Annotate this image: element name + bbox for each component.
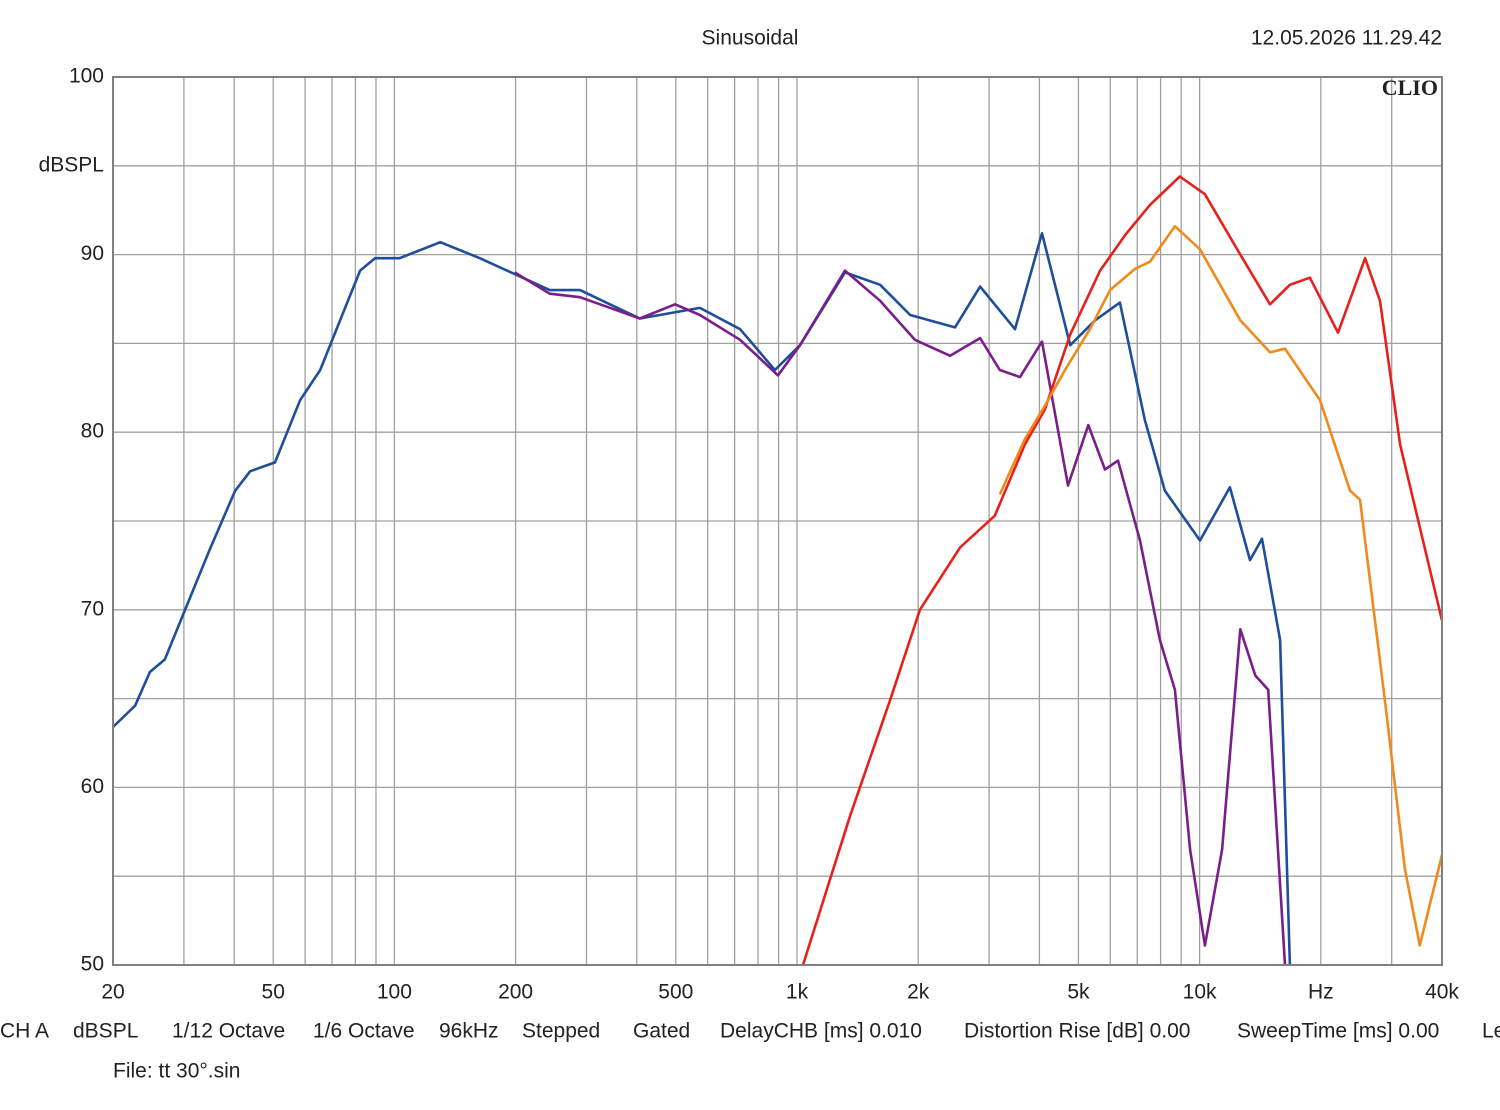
y-tick-label: 60 bbox=[81, 775, 104, 798]
plot-frame bbox=[112, 76, 1443, 966]
x-tick-label: 2k bbox=[907, 981, 930, 1004]
frequency-curve bbox=[113, 232, 1292, 965]
footer-setting: CH A bbox=[0, 1020, 49, 1043]
frequency-curve bbox=[801, 175, 1442, 965]
footer-setting: Le bbox=[1482, 1020, 1500, 1043]
brand: CLIO bbox=[1382, 75, 1438, 100]
x-tick-label: 40k bbox=[1425, 981, 1459, 1004]
y-axis-label: dBSPL bbox=[39, 154, 104, 177]
frequency-curve bbox=[998, 224, 1442, 947]
x-tick-label: 5k bbox=[1067, 981, 1090, 1004]
x-tick-label: 1k bbox=[786, 981, 809, 1004]
footer-setting: SweepTime [ms] 0.00 bbox=[1237, 1020, 1439, 1043]
footer-setting: 1/6 Octave bbox=[313, 1020, 415, 1043]
x-tick-label: 200 bbox=[498, 981, 533, 1004]
footer-setting: dBSPL bbox=[73, 1020, 138, 1043]
grid bbox=[112, 76, 1443, 966]
frequency-curve bbox=[514, 269, 1287, 965]
footer-setting: Distortion Rise [dB] 0.00 bbox=[964, 1020, 1190, 1043]
timestamp: 12.05.2026 11.29.42 bbox=[1251, 27, 1442, 50]
x-tick-label: 100 bbox=[377, 981, 412, 1004]
curves bbox=[113, 175, 1442, 965]
x-tick-label: Hz bbox=[1308, 981, 1334, 1004]
footer-setting: DelayCHB [ms] 0.010 bbox=[720, 1020, 922, 1043]
y-tick-label: 70 bbox=[81, 597, 104, 620]
file-name: File: tt 30°.sin bbox=[113, 1060, 240, 1083]
x-tick-label: 50 bbox=[262, 981, 285, 1004]
y-tick-label: 80 bbox=[81, 420, 104, 443]
y-tick-label: 90 bbox=[81, 242, 104, 265]
footer-setting: 1/12 Octave bbox=[172, 1020, 285, 1043]
x-tick-label: 20 bbox=[101, 981, 124, 1004]
footer-setting: 96kHz bbox=[439, 1020, 499, 1043]
x-tick-label: 500 bbox=[658, 981, 693, 1004]
footer-setting: Gated bbox=[633, 1020, 690, 1043]
x-tick-label: 10k bbox=[1183, 981, 1217, 1004]
y-tick-label: 50 bbox=[81, 953, 104, 976]
y-tick-label: 100 bbox=[69, 65, 104, 88]
footer-setting: Stepped bbox=[522, 1020, 600, 1043]
chart-title: Sinusoidal bbox=[702, 27, 799, 50]
